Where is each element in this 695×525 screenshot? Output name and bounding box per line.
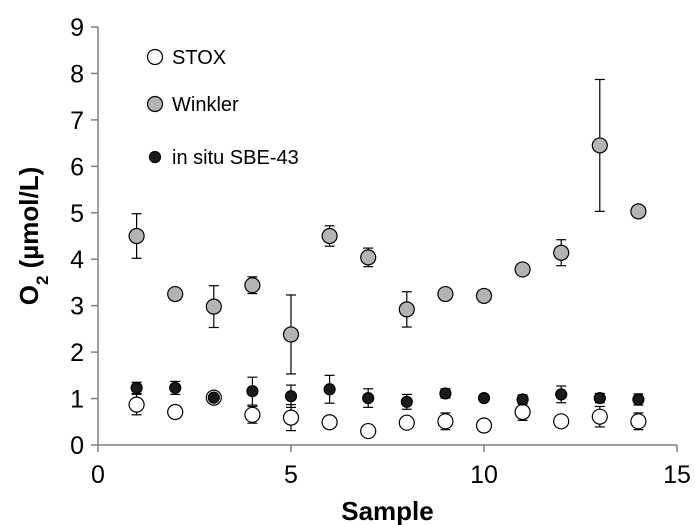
y-axis-title: O2 (µmol/L): [14, 167, 52, 306]
data-point: [514, 261, 531, 278]
data-point: [475, 417, 493, 434]
y-axis-title-suffix: (µmol/L): [14, 167, 44, 276]
data-point: [632, 393, 645, 406]
data-point: [514, 403, 531, 421]
data-point: [477, 391, 491, 405]
data-point: [553, 244, 570, 261]
data-point: [437, 285, 454, 303]
data-point: [128, 227, 145, 245]
data-point: [360, 422, 377, 440]
y-tick-label: 8: [70, 60, 84, 88]
y-tick-label: 7: [70, 107, 84, 135]
data-point: [244, 277, 261, 294]
y-axis-title-subscript: 2: [33, 276, 52, 285]
x-tick-label: 0: [91, 461, 105, 489]
data-point: [437, 413, 454, 430]
data-point: [207, 391, 220, 404]
data-point: [398, 301, 415, 318]
series-1: [128, 78, 647, 375]
legend-marker: [148, 150, 162, 164]
legend-marker: [146, 95, 164, 113]
data-point: [593, 391, 606, 405]
data-point: [169, 381, 182, 394]
y-tick-label: 4: [70, 246, 84, 274]
data-point: [630, 413, 647, 430]
x-tick-label: 5: [284, 461, 298, 489]
x-tick-label: 15: [663, 461, 691, 489]
legend-label: in situ SBE-43: [172, 147, 299, 169]
legend-label: Winkler: [172, 94, 239, 116]
y-axis-title-prefix: O: [14, 285, 44, 305]
data-marks: [128, 78, 647, 440]
tick-group: 0 1 2 3 4 5 6 7 8 9 0 5 10 15: [70, 14, 691, 489]
data-point: [555, 388, 568, 401]
data-point: [439, 387, 452, 400]
y-tick-label: 1: [70, 386, 84, 414]
data-point: [282, 326, 300, 343]
data-point: [282, 409, 300, 426]
data-point: [321, 227, 338, 245]
data-point: [130, 381, 143, 394]
data-point: [360, 249, 377, 266]
data-point: [475, 287, 493, 305]
series-2: [130, 374, 645, 410]
data-point: [246, 385, 259, 398]
data-point: [591, 137, 608, 154]
x-tick-label: 10: [470, 461, 498, 489]
legend-marker: [146, 48, 164, 66]
data-point: [553, 413, 570, 430]
x-axis-title: Sample: [341, 496, 434, 525]
data-point: [167, 285, 184, 303]
data-point: [128, 396, 145, 413]
legend-label: STOX: [172, 47, 226, 69]
data-point: [284, 390, 298, 403]
y-tick-label: 5: [70, 200, 84, 228]
data-point: [630, 203, 647, 220]
data-point: [362, 391, 375, 405]
series-0: [128, 389, 647, 440]
legend: STOX Winkler in situ SBE-43: [146, 47, 299, 169]
y-tick-label: 9: [70, 14, 84, 42]
y-tick-label: 2: [70, 339, 84, 367]
y-tick-label: 3: [70, 293, 84, 321]
data-point: [591, 408, 608, 425]
data-point: [205, 298, 222, 315]
data-point: [167, 403, 184, 421]
data-point: [398, 414, 415, 431]
y-tick-label: 6: [70, 153, 84, 181]
data-point: [323, 383, 336, 396]
data-point: [400, 395, 413, 408]
y-tick-label: 0: [70, 432, 84, 460]
data-point: [516, 393, 529, 406]
data-point: [244, 406, 261, 423]
data-point: [321, 414, 338, 431]
axes: [97, 27, 677, 446]
